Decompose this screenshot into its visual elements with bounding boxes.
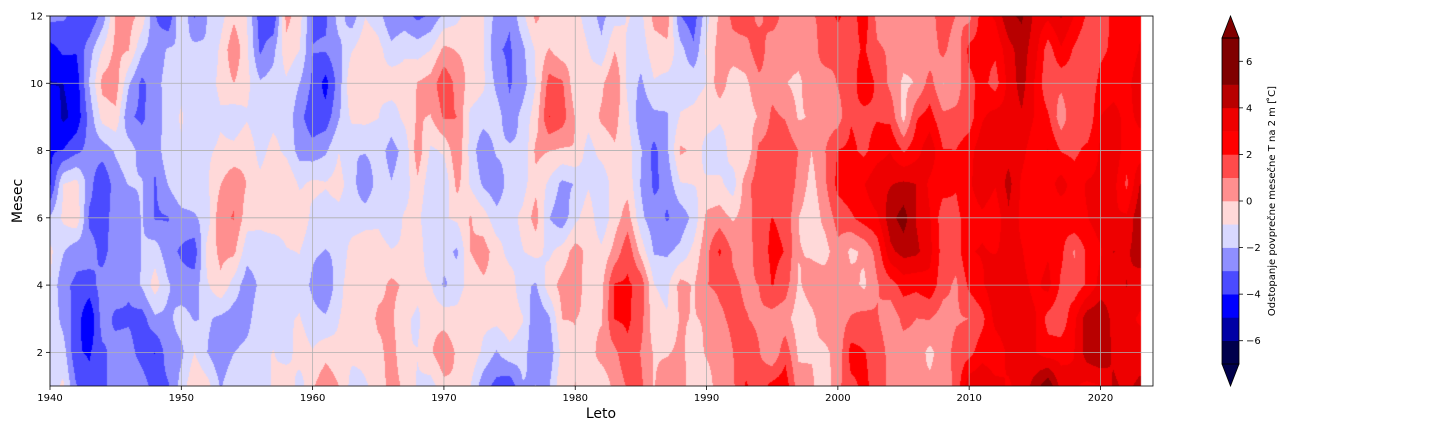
x-tick-label: 2000	[825, 393, 850, 404]
colorbar-segment	[1222, 38, 1239, 62]
plot-area	[50, 16, 1153, 386]
x-tick-label: 2010	[956, 393, 981, 404]
colorbar-segment	[1222, 108, 1239, 132]
colorbar-extend-bottom	[1222, 364, 1239, 386]
y-tick-label: 12	[30, 12, 43, 23]
y-tick-label: 10	[30, 79, 43, 90]
x-tick-label: 1940	[37, 393, 62, 404]
contour-field	[50, 16, 1153, 386]
x-tick-label: 1960	[300, 393, 325, 404]
colorbar-tick-label: 4	[1246, 103, 1252, 114]
colorbar-segment	[1222, 341, 1239, 365]
y-tick-label: 4	[37, 281, 43, 292]
colorbar-segment	[1222, 248, 1239, 272]
colorbar-tick-label: 6	[1246, 57, 1252, 68]
colorbar-segment	[1222, 154, 1239, 178]
y-tick-label: 6	[37, 213, 43, 224]
colorbar-tick-label: −4	[1246, 290, 1261, 301]
y-axis-ticks: 2 4 6 8 10 12	[30, 12, 50, 359]
colorbar-segment	[1222, 85, 1239, 109]
colorbar-segment	[1222, 178, 1239, 202]
colorbar-tick-label: 0	[1246, 197, 1252, 208]
colorbar-tick-label: 2	[1246, 150, 1252, 161]
colorbar-segment	[1222, 271, 1239, 295]
colorbar-segment	[1222, 294, 1239, 318]
x-tick-label: 1990	[694, 393, 719, 404]
x-axis-label: Leto	[586, 406, 616, 422]
colorbar-tick-label: −2	[1246, 243, 1261, 254]
x-tick-label: 2020	[1088, 393, 1113, 404]
colorbar-segment	[1222, 317, 1239, 341]
colorbar-label: Odstopanje povprečne mesečne T na 2 m [ …	[1266, 86, 1278, 316]
colorbar	[1222, 16, 1239, 386]
colorbar-tick-label: −6	[1246, 336, 1261, 347]
colorbar-segment	[1222, 224, 1239, 248]
colorbar-extend-top	[1222, 16, 1239, 38]
colorbar-segment	[1222, 131, 1239, 155]
y-tick-label: 2	[37, 348, 43, 359]
x-axis-ticks: 1940 1950 1960 1970 1980 1990 2000 2010 2020	[37, 386, 1113, 404]
x-tick-label: 1950	[169, 393, 194, 404]
colorbar-segment	[1222, 201, 1239, 225]
colorbar-segment	[1222, 61, 1239, 85]
x-tick-label: 1980	[563, 393, 588, 404]
y-axis-label: Mesec	[10, 179, 26, 223]
y-tick-label: 8	[37, 146, 43, 157]
x-tick-label: 1970	[431, 393, 456, 404]
colorbar-ticks: −6 −4 −2 0 2 4 6	[1239, 57, 1261, 347]
